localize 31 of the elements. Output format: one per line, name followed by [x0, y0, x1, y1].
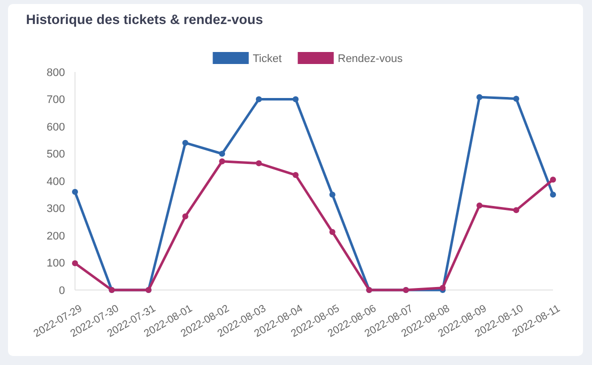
legend-label: Rendez-vous — [338, 52, 404, 65]
point — [329, 192, 336, 198]
point — [292, 96, 299, 102]
point — [513, 96, 520, 102]
point — [256, 96, 262, 102]
y-tick-label: 300 — [46, 203, 65, 216]
point — [329, 228, 336, 235]
y-tick-label: 200 — [46, 230, 65, 242]
y-tick-label: 0 — [58, 284, 65, 297]
point — [476, 94, 482, 100]
point — [550, 176, 556, 183]
y-tick-label: 700 — [46, 94, 65, 106]
y-tick-label: 500 — [46, 148, 65, 161]
point — [182, 213, 188, 220]
y-tick-label: 400 — [46, 176, 65, 188]
y-tick-label: 600 — [46, 121, 65, 134]
point — [550, 192, 556, 198]
point — [219, 150, 226, 157]
point — [72, 188, 78, 195]
y-tick-label: 100 — [46, 258, 65, 270]
chart-title: Historique des tickets & rendez-vous — [26, 12, 264, 27]
point — [513, 207, 520, 214]
point — [256, 160, 262, 166]
point — [440, 284, 446, 291]
point — [219, 158, 226, 164]
point — [476, 202, 482, 209]
y-tick-label: 800 — [46, 66, 65, 79]
point — [182, 140, 188, 146]
point — [292, 172, 299, 178]
legend-label: Ticket — [252, 52, 282, 65]
point — [72, 260, 78, 266]
